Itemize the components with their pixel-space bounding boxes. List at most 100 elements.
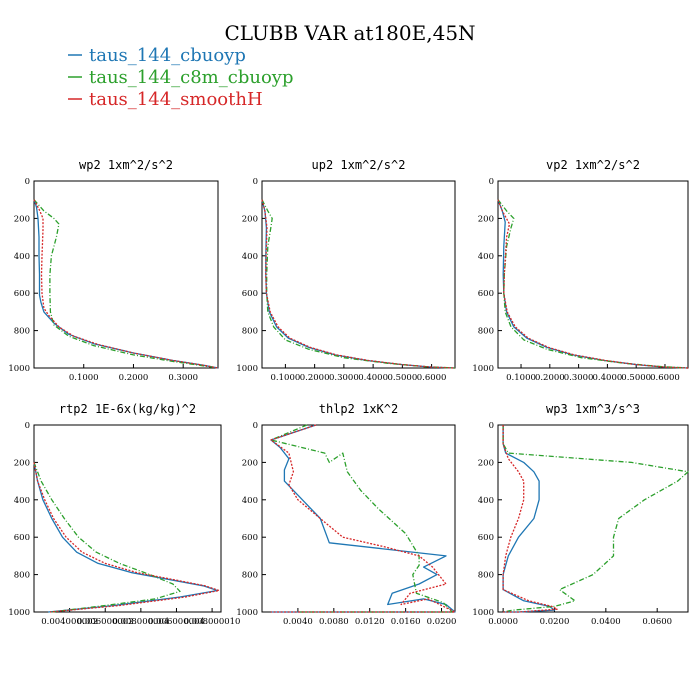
series-line-taus-144-smoothH <box>502 425 558 613</box>
y-tick-label: 200 <box>242 214 258 224</box>
panel-2: up2 1xm^2/s^2 0 200 400 600 800 1000 0.1000 0.20… <box>236 158 456 383</box>
x-tick-label: 0.4000 <box>593 373 623 383</box>
x-tick-label: 0.2000 <box>535 373 565 383</box>
y-tick-label: 0 <box>25 421 30 431</box>
series-line-taus-144-cbuoyp <box>33 462 219 613</box>
x-tick-label: 0.0400 <box>591 617 621 627</box>
panel-title: wp3 1xm^3/s^3 <box>546 402 640 416</box>
y-tick-label: 600 <box>242 289 258 299</box>
series-line-taus-144-c8m-cbuoyp <box>502 425 689 613</box>
series-line-taus-144-c8m-cbuoyp <box>33 199 219 369</box>
plot-frame <box>33 180 219 369</box>
y-tick-label: 1000 <box>472 608 494 618</box>
x-tick-label: 0.0080 <box>319 617 349 627</box>
y-tick-label: 400 <box>478 496 494 506</box>
y-tick-label: 1000 <box>472 364 494 374</box>
legend-label-smoothh: taus_144_smoothH <box>89 89 263 110</box>
y-tick-label: 1000 <box>8 364 30 374</box>
y-tick-label: 200 <box>14 458 30 468</box>
series-line-taus-144-c8m-cbuoyp <box>261 199 456 369</box>
y-tick-label: 600 <box>242 533 258 543</box>
y-tick-label: 0 <box>253 421 258 431</box>
series-line-taus-144-smoothH <box>33 199 219 369</box>
x-tick-label: 0.006000002 <box>77 617 134 627</box>
x-tick-label: 0.0200 <box>540 617 570 627</box>
panel-title: up2 1xm^2/s^2 <box>312 158 406 172</box>
y-tick-label: 0 <box>25 177 30 187</box>
x-tick-label: 0.006000004 <box>148 617 205 627</box>
x-tick-label: 0.008000004 <box>112 617 169 627</box>
series-line-taus-144-smoothH <box>497 199 689 369</box>
series-line-taus-144-cbuoyp <box>261 199 456 369</box>
series-line-taus-144-cbuoyp <box>33 199 219 369</box>
y-tick-label: 800 <box>242 327 258 337</box>
legend-item-c8m-cbuoyp: taus_144_c8m_cbuoyp <box>68 67 293 88</box>
panel-title: rtp2 1E-6x(kg/kg)^2 <box>59 402 196 416</box>
y-tick-label: 600 <box>478 533 494 543</box>
y-tick-label: 400 <box>478 252 494 262</box>
y-tick-label: 800 <box>478 327 494 337</box>
plot-frame <box>497 424 689 613</box>
x-tick-label: 0.004000002 <box>41 617 98 627</box>
panel-title: thlp2 1xK^2 <box>319 402 398 416</box>
x-tick-label: 0.0200 <box>427 617 457 627</box>
plot-frame <box>33 424 222 613</box>
x-tick-label: 0.0160 <box>391 617 421 627</box>
x-tick-label: 0.6000 <box>417 373 447 383</box>
series-line-taus-144-cbuoyp <box>270 424 456 613</box>
y-tick-label: 400 <box>14 252 30 262</box>
panel-4: rtp2 1E-6x(kg/kg)^2 0 200 400 600 800 1000 0.00… <box>8 402 240 627</box>
figure-title: CLUBB VAR at180E,45N <box>224 21 475 45</box>
series-line-taus-144-cbuoyp <box>497 199 689 369</box>
y-tick-label: 400 <box>242 496 258 506</box>
y-tick-label: 200 <box>478 458 494 468</box>
panel-title: wp2 1xm^2/s^2 <box>79 158 173 172</box>
series-line-taus-144-smoothH <box>33 462 220 613</box>
plot-frame <box>261 180 456 369</box>
legend-item-cbuoyp: taus_144_cbuoyp <box>68 45 246 66</box>
x-tick-label: 0.4000 <box>358 373 388 383</box>
x-tick-label: 0.1000 <box>69 373 99 383</box>
legend-label-cbuoyp: taus_144_cbuoyp <box>89 45 246 66</box>
plot-frame <box>497 180 689 369</box>
y-tick-label: 600 <box>478 289 494 299</box>
x-tick-label: 0.0000 <box>488 617 518 627</box>
panel-3: vp2 1xm^2/s^2 0 200 400 600 800 1000 0.1000 0.20… <box>472 158 689 383</box>
x-tick-label: 0.3000 <box>168 373 198 383</box>
y-tick-label: 1000 <box>8 608 30 618</box>
series-line-taus-144-cbuoyp <box>502 425 556 613</box>
x-tick-label: 0.0120 <box>355 617 385 627</box>
y-tick-label: 600 <box>14 533 30 543</box>
legend-item-smoothh: taus_144_smoothH <box>68 89 263 110</box>
panel-5: thlp2 1xK^2 0 200 400 600 800 1000 0.0040 0.0080… <box>236 402 456 627</box>
y-tick-label: 800 <box>14 327 30 337</box>
y-tick-label: 400 <box>14 496 30 506</box>
panel-title: vp2 1xm^2/s^2 <box>546 158 640 172</box>
x-tick-label: 0.0600 <box>642 617 672 627</box>
x-tick-label: 0.1000 <box>506 373 536 383</box>
x-tick-label: 0.6000 <box>650 373 680 383</box>
x-tick-label: 0.2000 <box>119 373 149 383</box>
y-tick-label: 600 <box>14 289 30 299</box>
y-tick-label: 800 <box>478 571 494 581</box>
x-tick-label: 0.3000 <box>564 373 594 383</box>
legend-label-c8m-cbuoyp: taus_144_c8m_cbuoyp <box>89 67 293 88</box>
series-line-taus-144-smoothH <box>261 199 456 369</box>
y-tick-label: 0 <box>253 177 258 187</box>
series-line-taus-144-smoothH <box>270 424 456 613</box>
panel-1: wp2 1xm^2/s^2 0 200 400 600 800 1000 0.1000 0.20… <box>8 158 219 383</box>
legend: taus_144_cbuoyp taus_144_c8m_cbuoyp taus… <box>68 45 293 110</box>
x-tick-label: 0.0040 <box>283 617 313 627</box>
y-tick-label: 1000 <box>236 364 258 374</box>
y-tick-label: 200 <box>478 214 494 224</box>
series-line-taus-144-c8m-cbuoyp <box>33 462 181 613</box>
y-tick-label: 0 <box>489 421 494 431</box>
y-tick-label: 1000 <box>236 608 258 618</box>
plot-frame <box>261 424 456 613</box>
y-tick-label: 200 <box>242 458 258 468</box>
x-tick-label: 0.5000 <box>621 373 651 383</box>
x-tick-label: 0.3000 <box>329 373 359 383</box>
